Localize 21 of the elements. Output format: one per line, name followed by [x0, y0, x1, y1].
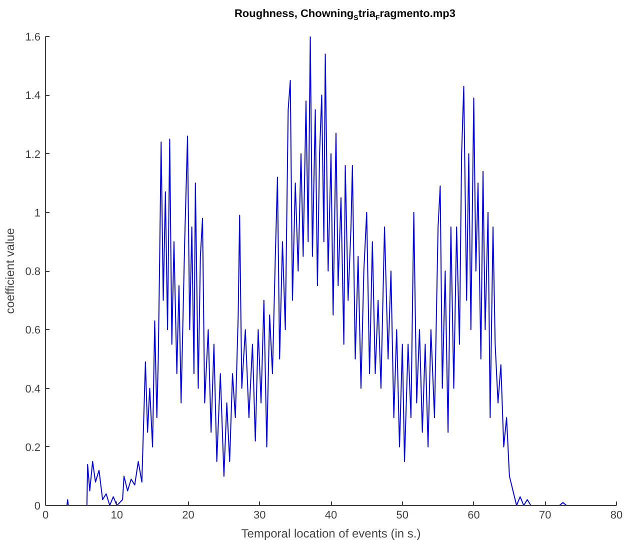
x-tick-label: 20	[182, 510, 194, 522]
x-tick-label: 70	[539, 510, 552, 522]
x-tick-label: 50	[396, 510, 409, 522]
y-axis-title: coefficient value	[3, 228, 18, 314]
y-tick-label: 0.8	[25, 266, 41, 278]
x-tick-label: 80	[610, 510, 623, 522]
y-tick-label: 1	[34, 207, 41, 220]
y-tick-label: 0	[34, 500, 41, 512]
chart-title: Roughness, Chowning$_{S}$tria$_{F}$ragmento.mp3	[233, 7, 457, 24]
y-tick-label: 1.6	[25, 32, 41, 44]
y-tick-label: 1.4	[25, 90, 41, 102]
y-tick-label: 0.4	[25, 383, 41, 396]
x-tick-label: 10	[110, 510, 124, 522]
x-axis-title: Temporal location of events (in s.)	[241, 526, 421, 540]
x-tick-label: 30	[254, 510, 266, 522]
x-tick-label: 40	[324, 510, 338, 522]
y-tick-label: 0.2	[25, 442, 41, 454]
x-tick-label: 60	[468, 510, 480, 522]
y-tick-label: 0.6	[25, 324, 41, 337]
x-tick-label: 0	[42, 510, 49, 522]
y-tick-label: 1.2	[25, 148, 41, 161]
